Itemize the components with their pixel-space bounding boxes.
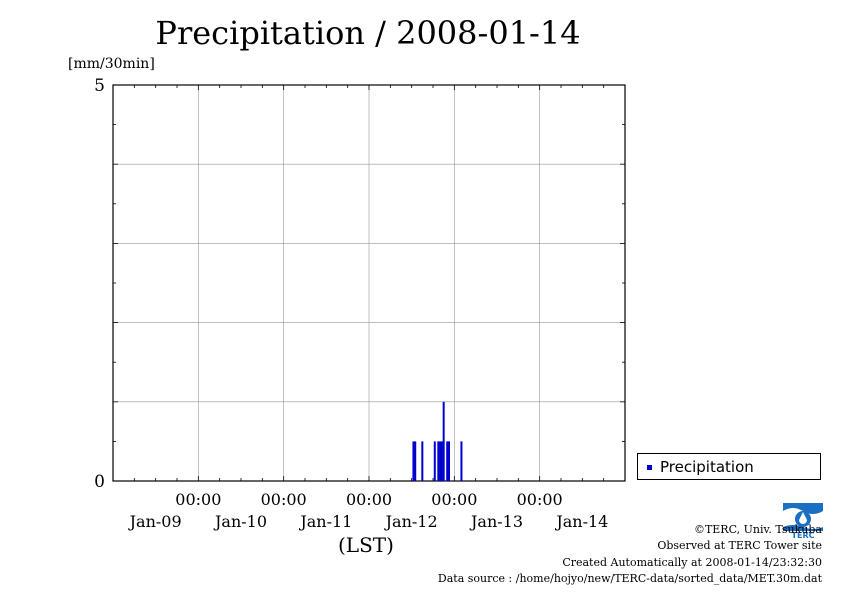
precipitation-bar (437, 441, 440, 481)
legend: Precipitation (637, 453, 821, 480)
y-tick-label: 0 (94, 472, 105, 492)
legend-label: Precipitation (660, 458, 754, 476)
precipitation-bar (442, 401, 445, 481)
footer-observed: Observed at TERC Tower site (657, 539, 822, 552)
axis-ticks (112, 84, 626, 482)
precipitation-bar (448, 441, 450, 481)
x-tick-time-label: 00:00 (175, 490, 221, 509)
precipitation-bar (439, 441, 442, 481)
x-tick-time-label: 00:00 (431, 490, 477, 509)
terc-logo: TERC (783, 503, 823, 539)
svg-text:TERC: TERC (792, 531, 815, 539)
y-tick-label: 5 (94, 76, 105, 96)
y-axis-unit-label: [mm/30min] (68, 56, 155, 72)
x-tick-date-label: Jan-09 (128, 512, 182, 531)
chart-title: Precipitation / 2008-01-14 (155, 14, 581, 52)
legend-swatch (647, 465, 652, 470)
grid (113, 85, 625, 481)
precipitation-bar (460, 441, 463, 481)
bars (412, 401, 463, 481)
precipitation-bar (440, 441, 443, 481)
footer-source: Data source : /home/hojyo/new/TERC-data/… (437, 572, 822, 585)
x-tick-time-label: 00:00 (517, 490, 563, 509)
x-tick-date-label: Jan-11 (298, 512, 352, 531)
x-tick-date-label: Jan-13 (469, 512, 523, 531)
precipitation-bar (433, 441, 436, 481)
x-tick-labels: 00:00 Jan-09 00:00 Jan-10 00:00 Jan-11 00:00 Ja… (128, 490, 609, 531)
y-tick-labels: 05 (94, 76, 105, 492)
x-axis-unit-label: (LST) (338, 533, 394, 557)
footer-created: Created Automatically at 2008-01-14/23:3… (562, 556, 822, 569)
x-tick-date-label: Jan-12 (384, 512, 438, 531)
x-tick-date-label: Jan-10 (213, 512, 267, 531)
precipitation-bar (412, 441, 415, 481)
x-tick-time-label: 00:00 (261, 490, 307, 509)
footer-copyright: ©TERC, Univ. Tsukuba (693, 523, 822, 536)
x-tick-date-label: Jan-14 (554, 512, 608, 531)
precipitation-bar (414, 441, 417, 481)
precipitation-bar (446, 441, 449, 481)
precipitation-bar (421, 441, 424, 481)
x-tick-time-label: 00:00 (346, 490, 392, 509)
